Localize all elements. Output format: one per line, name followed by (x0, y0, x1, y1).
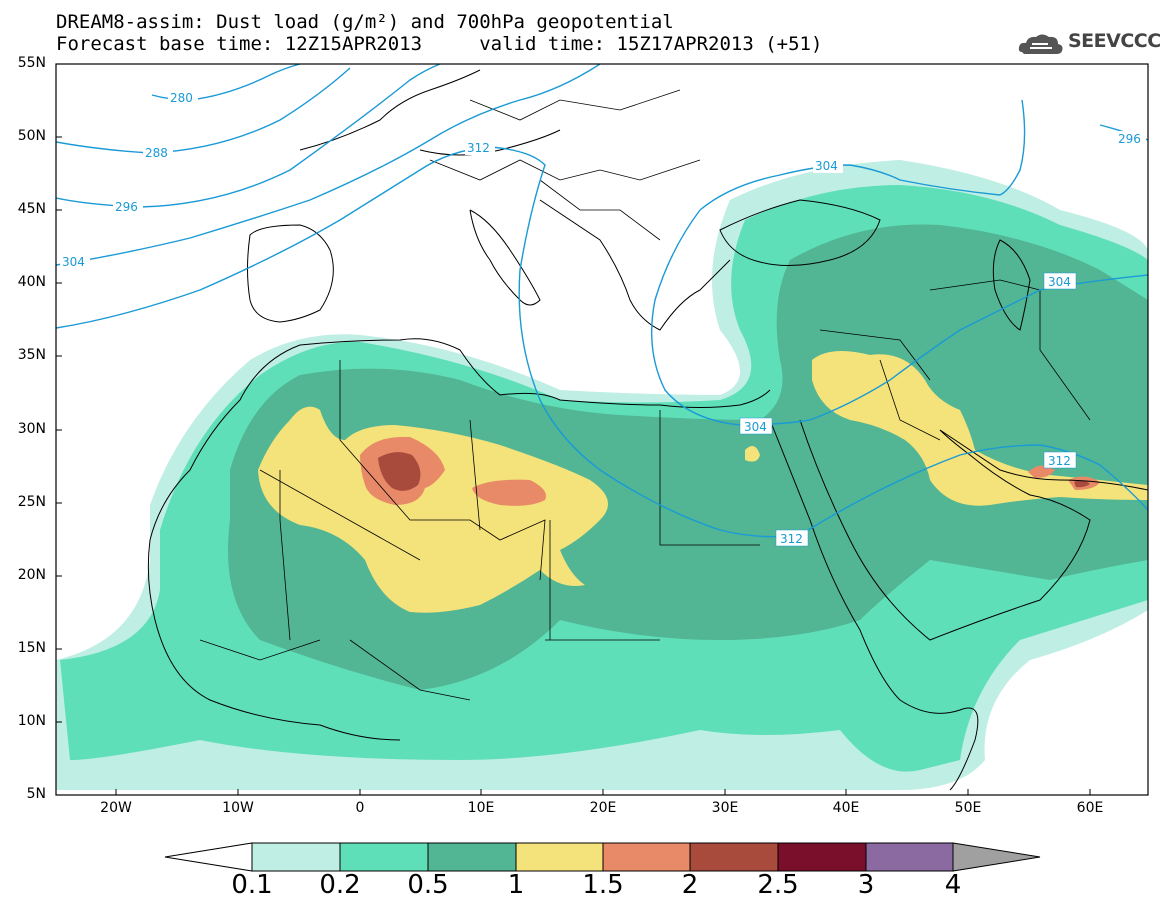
colorbar-bin-1 (251, 842, 341, 872)
lon-label: 10E (467, 800, 495, 816)
contour-312-east (799, 444, 1148, 536)
contour-label-304-caspian: 304 (1048, 275, 1071, 289)
lat-label: 30N (17, 421, 46, 437)
colorbar-bin-6 (689, 842, 779, 872)
persian-gulf-coast (939, 429, 1148, 491)
colorbar-bin-7 (777, 842, 867, 872)
west-africa-coast (147, 539, 401, 741)
lat-label: 40N (17, 274, 46, 290)
colorbar-label: 4 (944, 870, 962, 900)
lon-label: 20E (589, 800, 617, 816)
lon-label: 60E (1076, 800, 1104, 816)
colorbar-bin-2 (339, 842, 429, 872)
red-sea-coast (769, 419, 901, 701)
contour-label-312: 312 (467, 141, 490, 155)
colorbar-label: 1.5 (582, 870, 624, 900)
dust-band-1-sinai (745, 446, 760, 462)
contour-304-east (699, 164, 1001, 211)
middle-east-borders (819, 279, 1091, 441)
geopotential-contours (56, 64, 1148, 538)
horn-of-africa-coast (899, 699, 979, 791)
dust-fill-layers (56, 160, 1148, 790)
map-title: DREAM8-assim: Dust load (g/m²) and 700hP… (56, 11, 674, 33)
black-sea-coast (719, 199, 881, 267)
lon-label: 0 (355, 800, 365, 816)
contour-labels: 280 288 296 304 312 304 296 304 304 312 … (60, 90, 1146, 547)
forecast-time-subtitle: Forecast base time: 12Z15APR2013 valid t… (56, 33, 823, 55)
colorbar-label: 0.1 (231, 870, 273, 900)
lat-label: 50N (17, 128, 46, 144)
lon-label: 30E (711, 800, 739, 816)
contour-label-312-gulf: 312 (1048, 454, 1071, 468)
colorbar-label: 1 (507, 870, 525, 900)
north-africa-coast (149, 338, 771, 541)
colorbar-high-arrow (952, 842, 1041, 872)
contour-296-east (999, 99, 1148, 196)
italy-coast (469, 209, 541, 306)
contour-label-312-sudan: 312 (780, 532, 803, 546)
seevccc-cloud-logo-icon (1018, 34, 1063, 54)
lat-label: 10N (17, 713, 46, 729)
lat-label: 45N (17, 201, 46, 217)
lat-label: 55N (17, 55, 46, 71)
lon-label: 50E (954, 800, 982, 816)
contour-label-304-east: 304 (815, 159, 838, 173)
arabia-coast (799, 419, 1091, 641)
dust-band-1-mideast (812, 351, 1148, 506)
colorbar-label: 2 (681, 870, 699, 900)
lat-label: 25N (17, 494, 46, 510)
lon-label: 10W (222, 800, 254, 816)
contour-label-280: 280 (170, 91, 193, 105)
colorbar-bin-5 (602, 842, 691, 872)
caspian-coast (992, 239, 1031, 331)
colorbar-label: 0.2 (319, 870, 361, 900)
colorbar-label: 0.5 (407, 870, 449, 900)
dust-band-2-gulf (1074, 480, 1090, 488)
colorbar-low-arrow (164, 842, 253, 872)
dust-band-1 (258, 406, 608, 613)
iberia-coast (247, 224, 334, 323)
lat-label: 15N (17, 640, 46, 656)
contour-label-296-east: 296 (1118, 132, 1141, 146)
contour-304-west (56, 64, 601, 266)
colorbar-bin-8 (865, 842, 954, 872)
colorbar-bin-4 (515, 842, 604, 872)
colorbar-label: 2.5 (757, 870, 799, 900)
northern-europe-coast (299, 69, 561, 156)
coastlines-and-borders (147, 69, 1148, 791)
sahara-borders (199, 360, 760, 701)
lon-label: 20W (100, 800, 132, 816)
contour-312-north (56, 146, 801, 538)
contour-label-304-sinai: 304 (744, 420, 767, 434)
contour-label-304: 304 (62, 255, 85, 269)
contour-304-loop (651, 209, 1148, 426)
contour-label-288: 288 (145, 146, 168, 160)
balkans-greece-coast (539, 199, 731, 331)
colorbar-bin-3 (427, 842, 517, 872)
logo-text: SEEVCCC (1068, 30, 1161, 52)
dust-band-1.5-east (472, 479, 546, 506)
contour-288 (56, 67, 351, 154)
dust-band-2 (378, 452, 421, 491)
colorbar (164, 842, 1041, 872)
colorbar-label: 3 (857, 870, 875, 900)
lon-label: 40E (832, 800, 860, 816)
lat-label: 35N (17, 347, 46, 363)
europe-borders (429, 89, 701, 241)
lat-label: 20N (17, 567, 46, 583)
contour-label-296: 296 (115, 200, 138, 214)
lat-label: 5N (26, 786, 46, 802)
axis-ticks (56, 63, 1091, 795)
